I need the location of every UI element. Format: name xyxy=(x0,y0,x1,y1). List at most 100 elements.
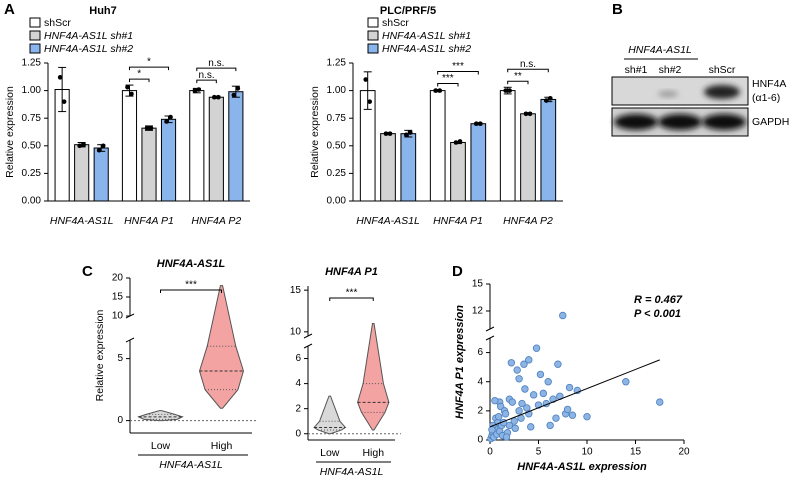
data-point xyxy=(501,410,510,418)
significance-bracket xyxy=(196,79,217,84)
data-point xyxy=(77,143,82,149)
data-point xyxy=(568,411,577,419)
data-point xyxy=(515,407,523,415)
legend-label: HNF4A-AS1L sh#2 xyxy=(44,43,133,55)
bar xyxy=(380,133,396,202)
data-point xyxy=(491,396,499,405)
data-point xyxy=(129,91,134,97)
data-point xyxy=(488,426,496,434)
data-point xyxy=(525,356,533,364)
data-point xyxy=(527,423,535,431)
data-point xyxy=(565,383,574,392)
data-point xyxy=(518,399,526,408)
data-point xyxy=(57,75,63,80)
legend-label: HNF4A-AS1L sh#2 xyxy=(382,43,471,55)
y-tick-label: 4 xyxy=(295,378,301,389)
x-tick-label: HNF4A P2 xyxy=(503,215,553,227)
data-point xyxy=(387,131,393,136)
y-tick-label: 0.00 xyxy=(22,196,42,207)
bar xyxy=(520,113,536,202)
data-point xyxy=(235,86,241,91)
data-point xyxy=(511,424,519,433)
data-point xyxy=(81,142,86,147)
band xyxy=(704,85,740,99)
bar xyxy=(499,90,516,202)
legend-swatch xyxy=(29,17,41,28)
y-tick-label: 10 xyxy=(290,326,302,337)
data-point xyxy=(96,147,102,153)
data-point xyxy=(437,88,443,93)
y-tick-label: 10 xyxy=(112,311,124,322)
x-tick-label: HNF4A-AS1L xyxy=(356,215,420,227)
significance-bracket xyxy=(329,297,374,301)
data-point xyxy=(559,311,567,320)
data-point xyxy=(404,132,409,138)
x-tick-label: High xyxy=(211,440,233,452)
data-point xyxy=(523,111,529,117)
y-tick-label: 0.75 xyxy=(327,113,347,124)
data-point xyxy=(231,92,237,98)
y-tick-label: 0.00 xyxy=(327,196,347,207)
data-point xyxy=(125,84,130,90)
data-point xyxy=(532,344,541,352)
x-axis-label: HNF4A-AS1L xyxy=(159,459,223,471)
chart-title: HNF4A-AS1L xyxy=(157,258,226,270)
y-tick-label: 0 xyxy=(117,415,123,426)
western-blot: HNF4A-AS1L sh#1 sh#2 shScr HNF4A (α1-6) … xyxy=(611,44,789,137)
data-point xyxy=(474,121,479,127)
significance-label: *** xyxy=(442,73,454,84)
panel-label: A xyxy=(4,1,15,18)
panel-label: B xyxy=(612,1,623,18)
x-tick-label: 15 xyxy=(630,447,642,458)
axis-break xyxy=(485,335,495,341)
band xyxy=(614,114,658,130)
legend-swatch xyxy=(367,43,379,54)
x-tick-label: 5 xyxy=(536,447,542,458)
legend-swatch xyxy=(29,43,41,54)
violin xyxy=(357,323,390,431)
data-point xyxy=(622,378,630,386)
significance-bracket xyxy=(128,78,150,83)
bar xyxy=(429,90,446,202)
data-point xyxy=(148,125,154,131)
data-point xyxy=(363,77,369,82)
annotation: P < 0.001 xyxy=(634,308,681,320)
bar xyxy=(228,91,244,202)
significance-label: * xyxy=(137,69,141,80)
significance-label: *** xyxy=(346,288,358,299)
row-label: (α1-6) xyxy=(752,92,780,104)
y-tick-label: 0 xyxy=(477,435,483,446)
significance-bracket xyxy=(437,70,479,75)
data-point xyxy=(508,398,517,406)
y-axis-label: Relative expression xyxy=(94,310,106,402)
data-point xyxy=(505,421,514,430)
data-point xyxy=(507,88,512,93)
data-point xyxy=(507,359,516,367)
data-point xyxy=(168,114,173,120)
chart-title: PLC/PRF/5 xyxy=(380,5,436,17)
annotation: R = 0.467 xyxy=(634,294,683,306)
y-tick-label: 0.25 xyxy=(327,168,347,179)
data-point xyxy=(544,98,549,103)
y-tick-label: 1.00 xyxy=(327,85,347,96)
significance-label: *** xyxy=(185,280,197,291)
data-point xyxy=(478,121,483,127)
legend-label: HNF4A-AS1L sh#1 xyxy=(382,30,471,42)
fit-line xyxy=(489,359,660,428)
blot-group-label: HNF4A-AS1L xyxy=(628,44,692,56)
data-point xyxy=(216,94,221,100)
bar xyxy=(208,96,224,202)
data-point xyxy=(383,131,389,136)
bar xyxy=(121,90,138,202)
y-tick-label: 4 xyxy=(477,376,483,387)
data-point xyxy=(529,391,538,399)
chart-title: Huh7 xyxy=(89,5,117,17)
violin xyxy=(199,285,244,409)
axis-break xyxy=(303,343,313,349)
y-tick-label: 1.25 xyxy=(22,58,42,69)
x-tick-label: HNF4A P1 xyxy=(433,215,483,227)
significance-bracket xyxy=(507,68,549,73)
y-tick-label: 0 xyxy=(295,428,301,439)
data-point xyxy=(536,370,545,379)
